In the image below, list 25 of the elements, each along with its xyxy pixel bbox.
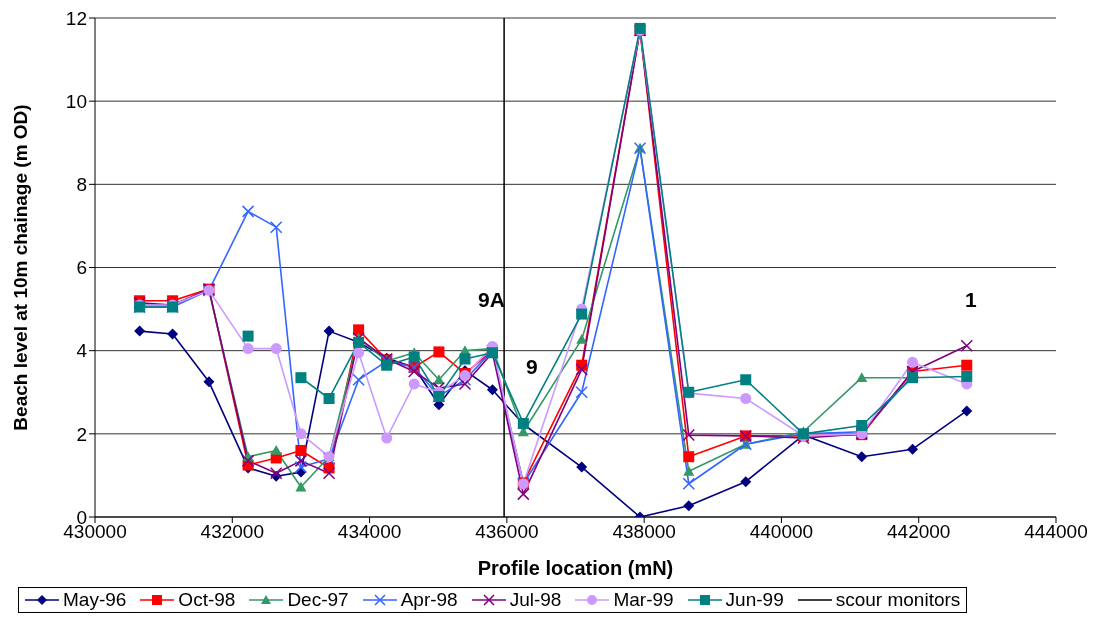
annotation: 1	[965, 288, 977, 311]
legend-label: scour monitors	[834, 589, 961, 611]
x-tick-label: 444000	[1024, 521, 1088, 543]
y-tick-label: 12	[65, 7, 87, 29]
legend-label: Oct-98	[177, 589, 236, 611]
x-axis-title: Profile location (mN)	[477, 557, 674, 579]
legend-label: Mar-99	[612, 589, 674, 611]
x-tick-label: 432000	[200, 521, 264, 543]
legend-label: May-96	[62, 589, 127, 611]
x-tick-label: 440000	[749, 521, 814, 543]
y-tick-label: 4	[76, 340, 88, 362]
y-axis-title: Beach level at 10m chainage (m OD)	[9, 104, 31, 431]
annotation: 9	[526, 355, 538, 378]
x-tick-label: 436000	[475, 521, 539, 543]
y-tick-label: 8	[76, 174, 87, 196]
y-tick-label: 2	[76, 423, 87, 445]
legend-label: Jul-98	[508, 589, 562, 611]
legend-label: Apr-98	[399, 589, 458, 611]
x-tick-label: 434000	[337, 521, 402, 543]
x-tick-label: 438000	[612, 521, 676, 543]
legend-label: Jun-99	[724, 589, 784, 611]
legend-label: Dec-97	[286, 589, 349, 611]
y-tick-label: 10	[65, 90, 87, 112]
x-tick-label: 442000	[887, 521, 951, 543]
y-tick-label: 6	[76, 257, 87, 279]
